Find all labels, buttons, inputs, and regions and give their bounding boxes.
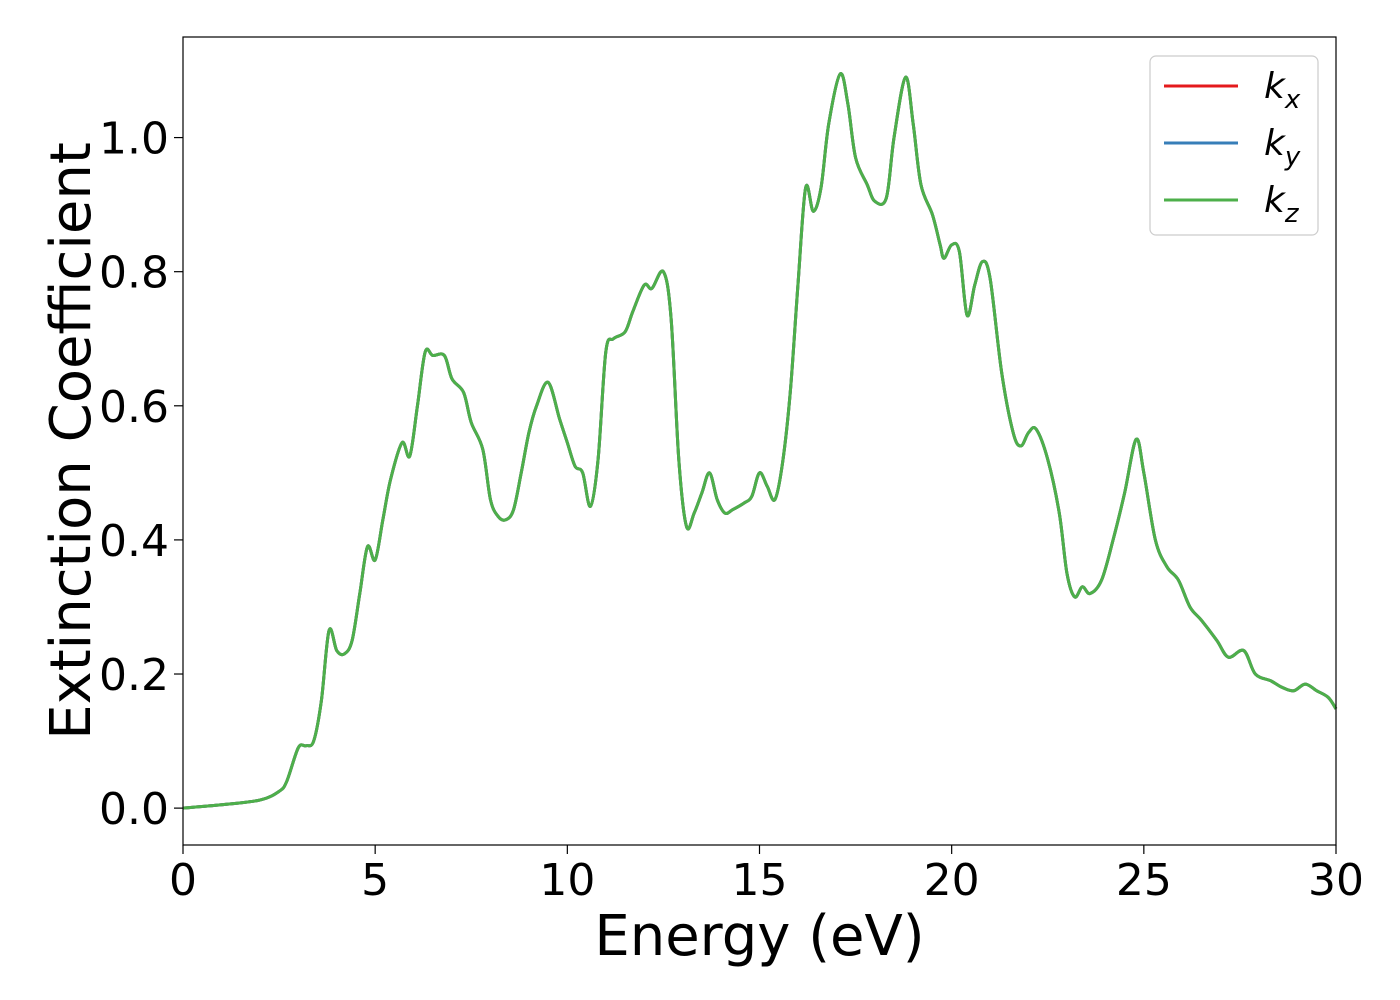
y-tick-label: 0.6 <box>99 382 169 433</box>
legend-label-base: k <box>1264 180 1287 221</box>
legend-label-base: k <box>1264 66 1287 107</box>
series-line-kz <box>182 72 1338 810</box>
y-tick-label: 0.0 <box>99 784 169 835</box>
y-tick-label: 0.8 <box>99 248 169 299</box>
legend-label-kz: kz <box>1264 180 1300 229</box>
x-tick-label: 15 <box>732 855 788 906</box>
x-axis-label: Energy (eV) <box>594 904 924 969</box>
series-layer <box>182 72 1338 810</box>
y-axis-label: Extinction Coefficient <box>39 142 104 740</box>
legend-label-base: k <box>1264 123 1287 164</box>
legend-label-kx: kx <box>1264 66 1301 115</box>
legend-label-subscript: y <box>1284 142 1301 172</box>
x-tick-label: 30 <box>1308 855 1364 906</box>
legend-label-ky: ky <box>1264 123 1301 172</box>
x-tick-label: 5 <box>361 855 389 906</box>
x-tick-label: 0 <box>169 855 197 906</box>
y-tick-label: 0.2 <box>99 650 169 701</box>
x-axis: 0 5 10 15 20 25 30 <box>169 845 1364 906</box>
x-tick-label: 25 <box>1116 855 1172 906</box>
legend-box <box>1149 55 1319 236</box>
legend-label-subscript: x <box>1284 85 1301 115</box>
y-axis: 0.0 0.2 0.4 0.6 0.8 1.0 <box>99 114 183 835</box>
legend-label-subscript: z <box>1284 199 1300 229</box>
y-tick-label: 0.4 <box>99 516 169 567</box>
x-tick-label: 20 <box>924 855 980 906</box>
y-tick-label: 1.0 <box>99 114 169 165</box>
x-tick-label: 10 <box>539 855 595 906</box>
